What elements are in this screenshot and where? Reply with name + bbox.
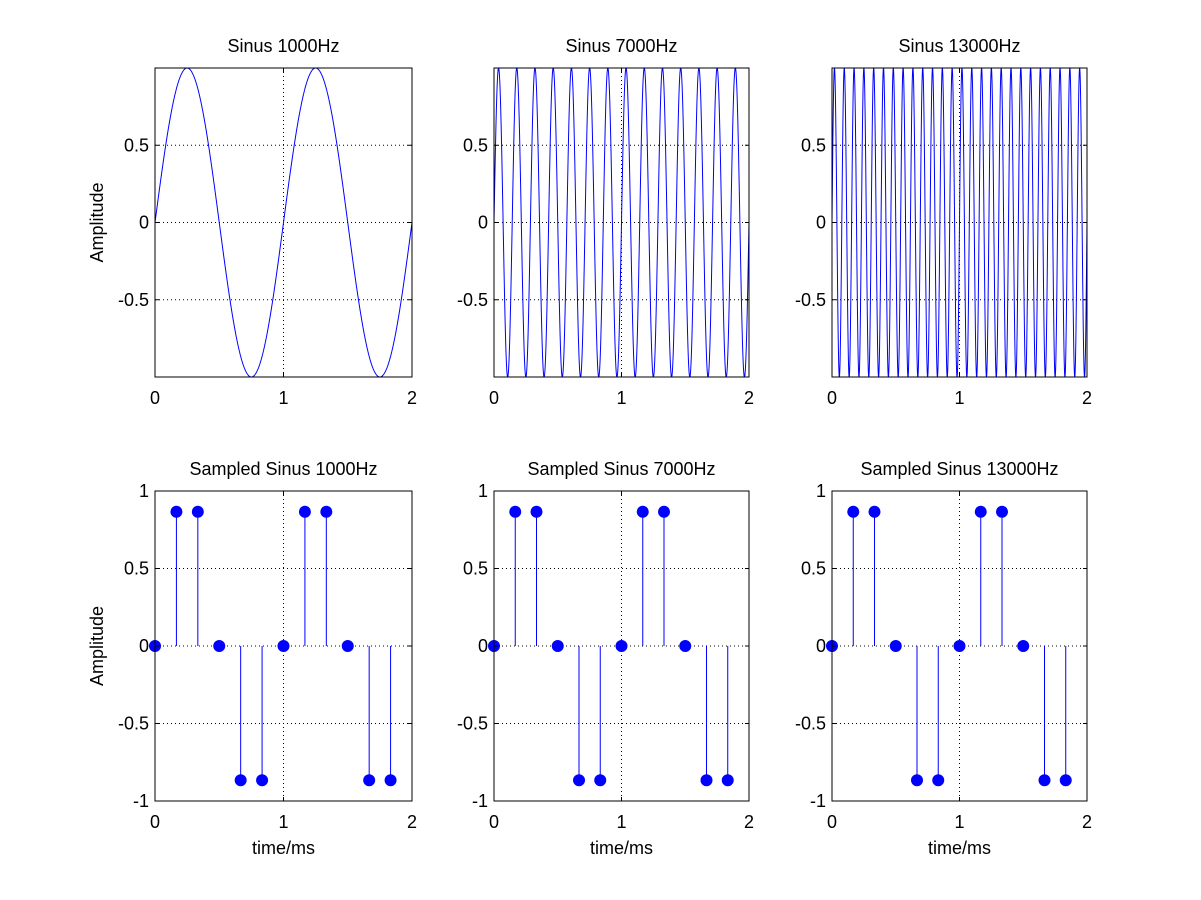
- stem-marker: [277, 640, 290, 652]
- x-tick-label: 0: [827, 812, 837, 832]
- y-tick-label: -1: [810, 791, 826, 811]
- subplot-5: 0 1 2 -1 -0.5 0 0.5 1 Sampled Sinus 7000Hz time/m…: [457, 459, 754, 858]
- y-tick-label: 1: [816, 481, 826, 501]
- x-tick-label: 1: [616, 388, 626, 408]
- subplot-title: Sinus 7000Hz: [565, 36, 677, 56]
- y-tick-label: 0.5: [124, 135, 149, 155]
- stem-marker: [868, 505, 881, 518]
- subplot-title: Sinus 1000Hz: [227, 36, 339, 56]
- stem-marker: [995, 505, 1008, 518]
- y-tick-label: 0.5: [801, 559, 826, 579]
- y-axis-label: Amplitude: [87, 606, 107, 686]
- subplot-title: Sampled Sinus 1000Hz: [189, 459, 377, 479]
- stem-marker: [234, 774, 247, 787]
- subplot-6: 0 1 2 -1 -0.5 0 0.5 1 Sampled Sinus 13000Hz time/…: [795, 459, 1092, 858]
- y-tick-label: 0: [478, 213, 488, 233]
- x-tick-label: 2: [744, 812, 754, 832]
- subplot-3: 0 1 2 -0.5 0 0.5 Sinus 13000Hz: [795, 36, 1092, 408]
- x-axis-label: time/ms: [590, 838, 653, 858]
- subplot-4: 0 1 2 -1 -0.5 0 0.5 1 Sampled Sinus 1000Hz time/m…: [87, 459, 417, 858]
- subplot-1: 0 1 2 -0.5 0 0.5 Sinus 1000Hz Amplitude: [87, 36, 417, 408]
- stem-marker: [636, 505, 649, 518]
- x-tick-label: 2: [1082, 812, 1092, 832]
- y-tick-label: 0: [816, 213, 826, 233]
- x-tick-label: 1: [954, 388, 964, 408]
- stem-marker: [363, 774, 376, 787]
- stem-marker: [974, 505, 987, 518]
- y-tick-label: 0: [478, 636, 488, 656]
- y-tick-label: -0.5: [118, 714, 149, 734]
- stem-marker: [679, 640, 692, 652]
- y-tick-label: -1: [133, 791, 149, 811]
- y-tick-label: -0.5: [795, 290, 826, 310]
- stem-marker: [889, 640, 902, 652]
- x-tick-label: 0: [150, 812, 160, 832]
- y-tick-label: 1: [139, 481, 149, 501]
- x-tick-label: 1: [278, 812, 288, 832]
- x-axis-label: time/ms: [928, 838, 991, 858]
- sine-series-line: [155, 68, 412, 377]
- y-tick-label: 0: [816, 636, 826, 656]
- stem-marker: [911, 774, 924, 787]
- stem-marker: [256, 774, 269, 787]
- x-tick-label: 0: [827, 388, 837, 408]
- stem-marker: [320, 505, 333, 518]
- stem-marker: [384, 774, 397, 787]
- stem-marker: [1038, 774, 1051, 787]
- y-tick-label: -1: [472, 791, 488, 811]
- stem-marker: [573, 774, 586, 787]
- x-tick-label: 2: [744, 388, 754, 408]
- y-tick-label: 0: [139, 213, 149, 233]
- subplot-title: Sampled Sinus 7000Hz: [527, 459, 715, 479]
- y-tick-label: 0.5: [463, 559, 488, 579]
- y-tick-label: 0.5: [801, 135, 826, 155]
- stem-marker: [615, 640, 628, 652]
- x-tick-label: 2: [407, 812, 417, 832]
- stem-marker: [932, 774, 945, 787]
- sine-series-line: [494, 68, 749, 377]
- x-tick-label: 2: [407, 388, 417, 408]
- y-tick-label: 0: [139, 636, 149, 656]
- stem-marker: [213, 640, 226, 652]
- stem-marker: [170, 505, 183, 518]
- stem-marker: [551, 640, 564, 652]
- stem-marker: [847, 505, 860, 518]
- stem-marker: [298, 505, 311, 518]
- y-axis-label: Amplitude: [87, 182, 107, 262]
- subplot-title: Sampled Sinus 13000Hz: [860, 459, 1058, 479]
- x-tick-label: 0: [489, 812, 499, 832]
- x-axis-label: time/ms: [252, 838, 315, 858]
- x-tick-label: 1: [278, 388, 288, 408]
- x-tick-label: 2: [1082, 388, 1092, 408]
- sine-series-line: [832, 68, 1087, 377]
- stem-marker: [700, 774, 713, 787]
- stem-marker: [594, 774, 607, 787]
- stem-marker: [953, 640, 966, 652]
- stem-marker: [657, 505, 670, 518]
- x-tick-label: 1: [616, 812, 626, 832]
- stem-marker: [530, 505, 543, 518]
- x-tick-label: 1: [954, 812, 964, 832]
- y-tick-label: -0.5: [457, 714, 488, 734]
- y-tick-label: -0.5: [457, 290, 488, 310]
- stem-marker: [191, 505, 204, 518]
- x-tick-label: 0: [150, 388, 160, 408]
- stem-marker: [721, 774, 734, 787]
- stem-marker: [1059, 774, 1072, 787]
- stem-marker: [509, 505, 522, 518]
- y-tick-label: 1: [478, 481, 488, 501]
- y-tick-label: 0.5: [124, 559, 149, 579]
- x-tick-label: 0: [489, 388, 499, 408]
- stem-marker: [1017, 640, 1030, 652]
- y-tick-label: 0.5: [463, 135, 488, 155]
- y-tick-label: -0.5: [118, 290, 149, 310]
- y-tick-label: -0.5: [795, 714, 826, 734]
- stem-marker: [341, 640, 354, 652]
- subplot-2: 0 1 2 -0.5 0 0.5 Sinus 7000Hz: [457, 36, 754, 408]
- subplot-title: Sinus 13000Hz: [898, 36, 1020, 56]
